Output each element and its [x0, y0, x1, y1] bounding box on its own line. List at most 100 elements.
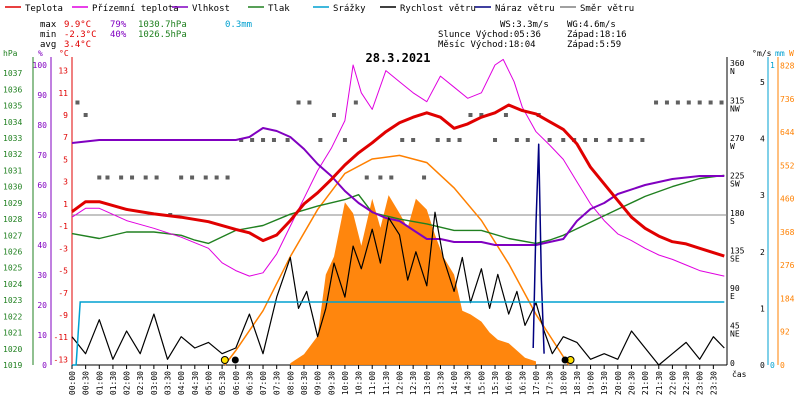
tick-mm: 0 [770, 361, 775, 370]
x-tick-label: 23:30 [709, 371, 718, 395]
wind-dir-point [503, 113, 508, 117]
tick-dir: 135 [730, 247, 745, 256]
stat-min-press: 1026.5hPa [138, 30, 187, 40]
x-tick-label: 04:00 [177, 371, 186, 395]
x-tick-label: 12:30 [409, 371, 418, 395]
stat-moon-rise: Měsíc Východ:18:04 [438, 40, 536, 50]
tick-compass: S [730, 217, 735, 226]
wind-dir-point [119, 175, 124, 180]
tick-hpa: 1019 [3, 361, 22, 370]
x-tick-label: 16:00 [505, 371, 514, 395]
wind-dir-point [261, 138, 266, 142]
wind-dir-point [143, 175, 148, 180]
x-tick-label: 16:30 [518, 371, 527, 395]
x-tick-label: 13:00 [423, 371, 432, 395]
stat-max-hum: 79% [110, 20, 127, 30]
stat-max-press: 1030.7hPa [138, 20, 187, 30]
tick-hpa: 1023 [3, 296, 22, 305]
tick-temp: 11 [58, 89, 68, 98]
x-tick-label: 05:30 [218, 371, 227, 395]
wind-dir-point [719, 100, 724, 105]
tick-hpa: 1025 [3, 264, 22, 273]
axis-head-time: čas [732, 369, 747, 379]
tick-ms: 5 [760, 78, 765, 87]
wind-dir-point [190, 175, 195, 180]
x-tick-label: 11:30 [382, 371, 391, 395]
wind-dir-point [618, 138, 623, 142]
tick-temp: -5 [58, 267, 68, 276]
tick-pct: 0 [42, 361, 47, 370]
x-tick-label: 19:30 [600, 371, 609, 395]
wind-dir-point [225, 175, 230, 180]
tick-temp: -7 [58, 289, 68, 298]
legend-label: Náraz větru [495, 4, 555, 14]
wind-dir-point [422, 175, 427, 180]
x-tick-label: 10:30 [355, 371, 364, 395]
wind-dir-point [479, 113, 484, 117]
tick-hpa: 1026 [3, 247, 22, 256]
wind-dir-point [307, 100, 312, 105]
tick-dir: 90 [730, 284, 740, 293]
tick-temp: -11 [54, 333, 69, 342]
axis-head-w: W [789, 49, 794, 58]
stat-min-label: min [40, 30, 56, 40]
legend: Teplota Přízemní teplota Vlhkost Tlak Srážky… [5, 4, 634, 14]
wind-dir-point [179, 175, 184, 180]
x-tick-label: 14:00 [450, 371, 459, 395]
wind-dir-point [97, 175, 102, 180]
tick-mm: 1 [770, 61, 775, 70]
wind-dir-point [214, 175, 219, 180]
sunrise-icon [220, 356, 229, 364]
wind-dir-point [83, 113, 88, 117]
tick-hpa: 1031 [3, 166, 22, 175]
tick-w: 276 [780, 261, 795, 270]
tick-temp: 7 [63, 133, 68, 142]
tick-hpa: 1027 [3, 231, 22, 240]
x-tick-label: 00:30 [82, 371, 91, 395]
stat-min-temp: -2.3°C [64, 30, 97, 40]
tick-pct: 100 [33, 61, 48, 70]
x-tick-label: 22:00 [668, 371, 677, 395]
x-tick-label: 21:30 [655, 371, 664, 395]
tick-compass: NW [730, 105, 740, 114]
x-tick-label: 04:30 [191, 371, 200, 395]
legend-label: Srážky [333, 4, 366, 14]
x-tick-label: 11:00 [368, 371, 377, 395]
wind-dir-point [318, 138, 323, 142]
wind-dir-point [697, 100, 702, 105]
stat-avg-temp: 3.4°C [64, 40, 91, 50]
stat-sun-rise: Slunce Východ:05:36 [438, 30, 541, 40]
tick-w: 184 [780, 294, 795, 303]
wind-dir-point [708, 100, 713, 105]
x-tick-label: 02:30 [136, 371, 145, 395]
wind-dir-point [203, 175, 208, 180]
tick-hpa: 1022 [3, 312, 22, 321]
x-tick-label: 19:00 [587, 371, 596, 395]
tick-temp: 3 [63, 178, 68, 187]
wind-dir-point [411, 138, 416, 142]
wind-dir-point [457, 138, 462, 142]
tick-ms: 1 [760, 304, 765, 313]
x-tick-label: 07:30 [273, 371, 282, 395]
wind-dir-point [514, 138, 519, 142]
tick-hpa: 1032 [3, 150, 22, 159]
humidity-line [71, 127, 725, 246]
stat-moon-set: Západ:5:59 [567, 40, 621, 50]
tick-w: 736 [780, 95, 795, 104]
x-tick-label: 14:30 [464, 371, 473, 395]
tick-pct: 40 [37, 241, 47, 250]
x-tick-label: 01:00 [95, 371, 104, 395]
x-tick-label: 17:30 [546, 371, 555, 395]
tick-hpa: 1020 [3, 345, 22, 354]
wind-dir-point [594, 138, 598, 142]
tick-compass: NE [730, 330, 740, 339]
wind-dir-point [75, 100, 80, 105]
tick-hpa: 1024 [3, 280, 22, 289]
x-tick-label: 05:00 [204, 371, 213, 395]
tick-dir: 315 [730, 97, 745, 106]
tick-temp: 9 [63, 111, 68, 120]
tick-dir: 225 [730, 172, 745, 181]
tick-hpa: 1033 [3, 134, 22, 143]
tick-pct: 10 [37, 331, 47, 340]
